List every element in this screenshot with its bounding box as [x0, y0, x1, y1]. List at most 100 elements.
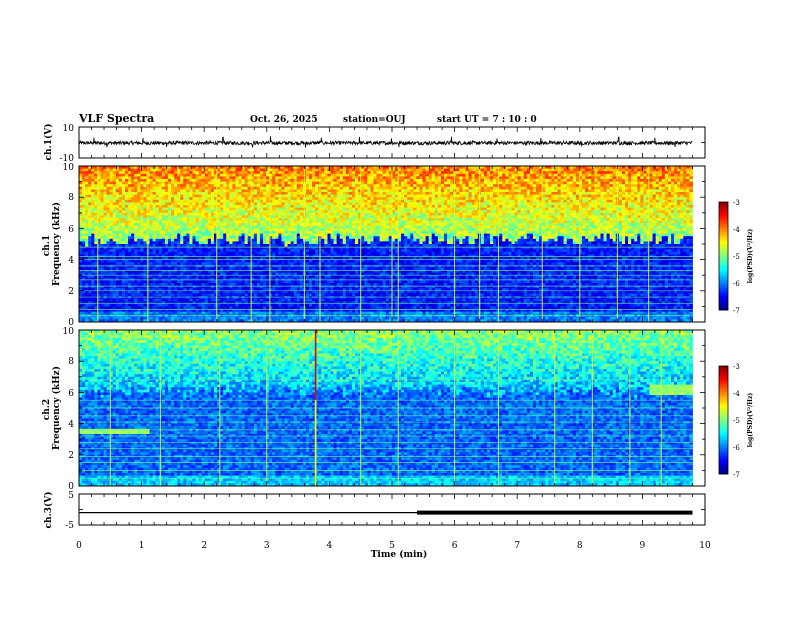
spectrogram-cell — [79, 301, 83, 305]
spectrogram-cell — [312, 225, 316, 229]
spectrogram-cell — [315, 241, 319, 245]
spectrogram-cell — [232, 171, 236, 175]
spectrogram-cell — [269, 192, 273, 195]
spectrogram-cell — [330, 194, 334, 198]
spectrogram-cell — [256, 223, 261, 227]
spectrogram-cell — [241, 236, 246, 240]
spectrogram-cell — [293, 267, 298, 271]
spectrogram-cell — [131, 249, 135, 253]
spectrogram-cell — [324, 303, 328, 307]
spectrogram-cell — [256, 296, 261, 299]
spectrogram-cell — [82, 309, 86, 312]
spectrogram-cell — [82, 231, 86, 234]
spectrogram-cell — [299, 194, 304, 198]
spectrogram-cell — [149, 316, 154, 320]
spectrogram-cell — [94, 220, 98, 224]
spectrogram-cell — [207, 173, 212, 177]
spectrogram-cell — [88, 173, 92, 177]
spectrogram-cell — [321, 176, 325, 180]
spectrogram-cell — [183, 186, 187, 190]
spectrogram-cell — [103, 264, 108, 268]
spectrogram-cell — [106, 303, 111, 307]
spectrogram-cell — [118, 220, 123, 224]
spectrogram-cell — [207, 225, 212, 229]
spectrogram-cell — [321, 168, 325, 172]
spectrogram-cell — [250, 296, 255, 299]
spectrogram-cell — [88, 264, 92, 268]
spectrogram-cell — [250, 283, 255, 286]
spectrogram-cell — [198, 303, 203, 307]
spectrogram-cell — [149, 311, 154, 315]
spectrogram-cell — [174, 215, 178, 219]
spectrogram-cell — [121, 288, 126, 292]
spectrogram-cell — [204, 176, 209, 180]
spectrogram-cell — [79, 298, 83, 302]
spectrogram-cell — [284, 296, 288, 299]
spectrogram-cell — [155, 186, 160, 190]
spectrogram-cell — [118, 254, 123, 258]
spectrogram-cell — [137, 285, 141, 289]
spectrogram-cell — [315, 194, 319, 198]
spectrogram-cell — [220, 207, 224, 211]
spectrogram-cell — [192, 241, 196, 245]
spectrogram-cell — [312, 319, 316, 323]
spectrogram-cell — [186, 303, 190, 307]
spectrogram-cell — [88, 238, 92, 242]
spectrogram-cell — [115, 257, 120, 260]
spectrogram-cell — [186, 311, 190, 315]
spectrogram-cell — [238, 311, 242, 315]
spectrogram-cell — [97, 264, 101, 268]
spectrogram-cell — [192, 275, 196, 279]
spectrogram-cell — [137, 171, 141, 175]
spectrogram-cell — [143, 210, 147, 214]
spectrogram-cell — [125, 225, 129, 229]
spectrogram-cell — [309, 293, 313, 297]
spectrogram-cell — [207, 202, 212, 206]
spectrogram-cell — [88, 316, 92, 320]
spectrogram-cell — [164, 189, 169, 193]
spectrogram-cell — [229, 215, 233, 219]
spectrogram-cell — [118, 259, 123, 263]
spectrogram-cell — [217, 207, 221, 211]
spectrogram-cell — [186, 280, 190, 284]
spectrogram-cell — [321, 228, 325, 232]
spectrogram-cell — [167, 259, 172, 263]
spectrogram-cell — [112, 199, 117, 203]
spectrogram-cell — [232, 270, 236, 273]
spectrogram-cell — [79, 233, 83, 237]
spectrogram-cell — [226, 223, 230, 227]
spectrogram-cell — [293, 280, 298, 284]
spectrogram-cell — [223, 202, 227, 206]
spectrogram-cell — [235, 220, 239, 224]
spectrogram-cell — [321, 251, 325, 255]
spectrogram-cell — [220, 316, 224, 320]
spectrogram-cell — [213, 223, 218, 227]
spectrogram-cell — [106, 280, 111, 284]
spectrogram-cell — [131, 194, 135, 198]
spectrogram-cell — [309, 251, 313, 255]
spectrogram-cell — [164, 251, 169, 255]
spectrogram-cell — [115, 194, 120, 198]
spectrogram-cell — [112, 194, 117, 198]
spectrogram-cell — [121, 319, 126, 323]
spectrogram-cell — [131, 244, 135, 247]
spectrogram-cell — [143, 231, 147, 234]
spectrogram-cell — [299, 225, 304, 229]
spectrogram-cell — [312, 166, 316, 169]
spectrogram-cell — [296, 270, 301, 273]
spectrogram-cell — [79, 270, 83, 273]
spectrogram-cell — [284, 205, 288, 208]
spectrogram-cell — [112, 181, 117, 185]
spectrogram-cell — [217, 270, 221, 273]
spectrogram-cell — [284, 303, 288, 307]
spectrogram-cell — [121, 267, 126, 271]
spectrogram-cell — [121, 179, 126, 182]
spectrogram-cell — [140, 186, 144, 190]
spectrogram-cell — [217, 173, 221, 177]
spectrogram-cell — [290, 168, 295, 172]
spectrogram-cell — [143, 197, 147, 201]
spectrogram-cell — [174, 225, 178, 229]
spectrogram-cell — [195, 283, 200, 286]
spectrogram-cell — [293, 212, 298, 216]
spectrogram-cell — [287, 210, 292, 214]
